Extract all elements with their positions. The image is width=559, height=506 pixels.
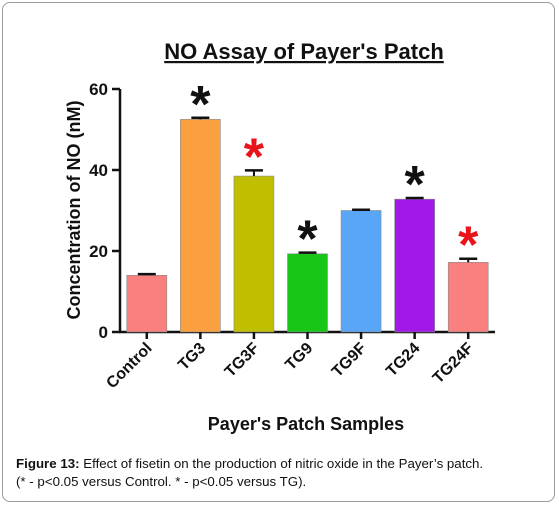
x-tick-label: Control: [103, 340, 155, 392]
bar-tg9f: [340, 210, 382, 333]
x-tick-label: TG24: [383, 340, 423, 380]
significance-star: *: [244, 128, 265, 186]
significance-star: *: [297, 211, 318, 269]
y-tick-label: 40: [89, 161, 108, 180]
bar-control: [126, 274, 168, 333]
y-tick-label: 0: [99, 323, 108, 342]
figure-label: Figure 13:: [16, 456, 80, 471]
y-tick-label: 60: [89, 80, 108, 99]
figure-frame: [2, 2, 555, 502]
bar-tg3: [180, 119, 221, 333]
caption-note: (* - p<0.05 versus Control. * - p<0.05 v…: [16, 474, 307, 489]
significance-star: *: [405, 156, 426, 214]
figure-caption: Figure 13: Effect of fisetin on the prod…: [16, 455, 551, 491]
x-tick-label: TG3: [175, 340, 209, 374]
bar-tg24: [394, 198, 435, 333]
y-tick-label: 20: [89, 242, 108, 261]
bar-tg3f: [233, 175, 275, 333]
x-axis-label: Payer's Patch Samples: [208, 414, 404, 434]
x-tick-label: TG9: [282, 340, 316, 374]
x-tick-label: TG3F: [222, 340, 263, 381]
significance-star: *: [458, 217, 479, 275]
significance-star: *: [190, 76, 211, 134]
y-axis-label: Concentration of NO (nM): [64, 101, 84, 320]
chart-title: NO Assay of Payer's Patch: [164, 39, 444, 64]
bar-tg9: [287, 253, 328, 333]
x-tick-label: TG9F: [329, 340, 370, 381]
caption-text: Effect of fisetin on the production of n…: [83, 456, 484, 471]
plot-area: 0 20 40 60 Control TG3 * TG3F * TG9 * TG9F TG24 * TG24…: [89, 76, 495, 392]
bar-chart: NO Assay of Payer's Patch Concentration …: [64, 39, 495, 434]
x-tick-label: TG24F: [430, 340, 477, 387]
